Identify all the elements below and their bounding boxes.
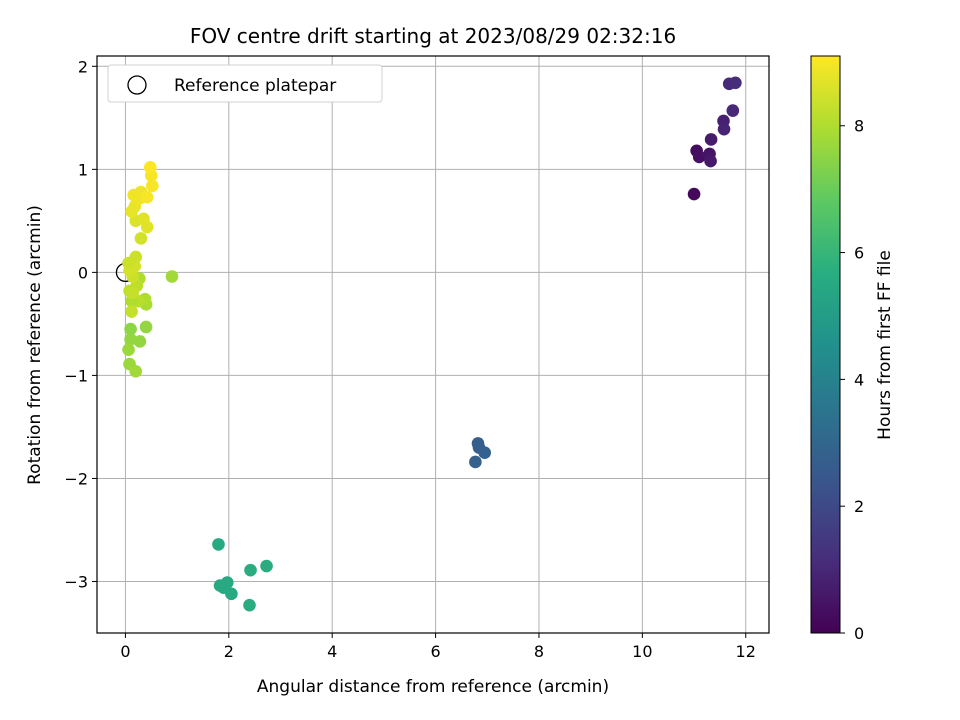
y-tick-label: 1 — [78, 160, 88, 179]
chart-title: FOV centre drift starting at 2023/08/29 … — [190, 24, 676, 48]
data-points — [115, 76, 742, 612]
colorbar-tick-label: 2 — [854, 497, 864, 516]
x-axis-ticks: 0 2 4 6 8 10 12 — [120, 633, 756, 661]
legend-marker-reference — [127, 75, 147, 95]
colorbar-gradient — [810, 55, 841, 634]
scatter-point — [478, 446, 491, 459]
scatter-point — [137, 212, 150, 226]
legend-label-reference: Reference platepar — [174, 76, 336, 96]
legend-box — [107, 64, 383, 103]
scatter-point — [244, 563, 257, 577]
scatter-point — [225, 587, 238, 601]
x-tick-label: 8 — [534, 642, 544, 661]
colorbar-label: Hours from first FF file — [875, 250, 895, 440]
y-tick-label: −3 — [64, 572, 88, 591]
scatter-point — [469, 455, 482, 469]
plot-frame — [96, 55, 770, 634]
y-tick-label: −2 — [64, 469, 88, 488]
y-tick-label: −1 — [64, 366, 88, 385]
colorbar-tick-label: 0 — [854, 624, 864, 643]
y-axis-ticks: −3 −2 −1 0 1 2 — [64, 57, 97, 591]
scatter-point — [143, 160, 157, 174]
colorbar-tick-label: 8 — [854, 117, 864, 136]
scatter-point — [124, 322, 137, 336]
y-tick-label: 2 — [78, 57, 88, 76]
scatter-point — [129, 250, 143, 264]
x-tick-label: 6 — [430, 642, 440, 661]
scatter-point — [122, 343, 135, 356]
x-axis-label: Angular distance from reference (arcmin) — [257, 677, 609, 697]
scatter-point — [124, 333, 137, 346]
grid-lines — [97, 56, 769, 633]
colorbar-ticks: 0 2 4 6 8 — [840, 117, 864, 643]
scatter-point — [146, 179, 159, 193]
scatter-point — [129, 364, 143, 378]
colorbar-tick-label: 6 — [854, 244, 864, 263]
x-tick-label: 10 — [632, 642, 652, 661]
scatter-point — [260, 559, 273, 573]
scatter-point — [212, 538, 225, 551]
scatter-point — [126, 286, 139, 300]
scatter-point — [717, 122, 731, 136]
scatter-point — [687, 187, 701, 201]
scatter-point — [726, 104, 740, 117]
x-tick-label: 2 — [224, 642, 234, 661]
scatter-point — [139, 320, 153, 334]
legend: Reference platepar — [107, 64, 383, 103]
x-tick-label: 0 — [120, 642, 130, 661]
colorbar: 0 2 4 6 8 Hours from first FF file — [810, 55, 895, 643]
scatter-point — [140, 190, 154, 204]
colorbar-tick-label: 4 — [854, 370, 864, 389]
scatter-point — [243, 598, 256, 612]
x-tick-label: 12 — [736, 642, 756, 661]
scatter-point — [125, 305, 138, 318]
scatter-point — [704, 133, 718, 146]
scatter-point — [729, 76, 742, 90]
scatter-point — [134, 232, 148, 245]
scatter-point — [692, 150, 706, 164]
y-axis-label: Rotation from reference (arcmin) — [25, 205, 45, 485]
scatter-point — [220, 576, 234, 589]
scatter-point — [704, 154, 717, 168]
y-tick-label: 0 — [78, 263, 88, 282]
x-tick-label: 4 — [327, 642, 337, 661]
scatter-point — [165, 270, 179, 283]
